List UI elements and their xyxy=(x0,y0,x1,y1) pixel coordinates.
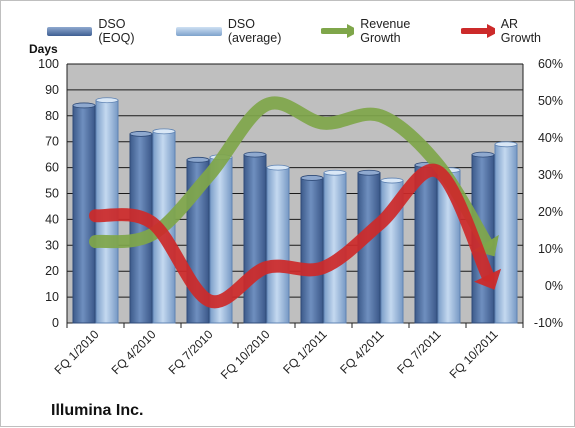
y-tick-label: 80 xyxy=(45,109,59,123)
bar-cap-dso-eoq xyxy=(471,151,495,158)
legend-label-revenue-growth: Revenue Growth xyxy=(360,17,411,45)
line-revenue-growth xyxy=(89,96,493,250)
bar-cap-dso-eoq xyxy=(72,102,96,109)
x-tick-label: FQ 10/2011 xyxy=(447,327,501,381)
y2-tick-label: 30% xyxy=(538,168,563,182)
legend-swatch-revenue-growth-icon xyxy=(320,24,355,38)
bar-cap-dso-eoq xyxy=(357,169,381,176)
legend-swatch-dso-eoq xyxy=(47,26,93,36)
y2-tick-label: -10% xyxy=(534,316,563,330)
bar-dso-eoq xyxy=(300,177,324,324)
y-tick-label: 50 xyxy=(45,187,59,201)
legend-label-ar-growth: AR Growth xyxy=(500,17,542,45)
x-tick-label: FQ 7/2010 xyxy=(166,327,216,377)
x-tick-label: FQ 4/2011 xyxy=(337,327,387,377)
bar-cap-dso-eoq xyxy=(129,131,153,137)
legend-item-ar-growth: AR Growth xyxy=(461,17,552,45)
y2-tick-label: 50% xyxy=(538,94,563,108)
y2-tick-label: 10% xyxy=(538,242,563,256)
legend-label-dso-eoq: DSO (EOQ) xyxy=(98,17,135,45)
bar-cap-dso-eoq xyxy=(186,156,210,163)
bar-dso-average xyxy=(494,143,518,324)
legend-swatch-ar-growth-icon xyxy=(461,24,495,38)
bar-cap-dso-average xyxy=(380,177,404,184)
y-tick-label: 10 xyxy=(45,290,59,304)
y-tick-label: 0 xyxy=(52,316,59,330)
y-tick-label: 100 xyxy=(38,57,59,71)
bar-cap-dso-average xyxy=(266,164,290,171)
x-tick-label: FQ 4/2010 xyxy=(109,327,159,377)
y-tick-label: 60 xyxy=(45,161,59,175)
y-axis-title: Days xyxy=(29,42,58,56)
y-tick-label: 40 xyxy=(45,212,59,226)
y-tick-label: 30 xyxy=(45,238,59,252)
bar-cap-dso-average xyxy=(152,128,176,135)
legend: DSO (EOQ) DSO (average) Revenue Growth A… xyxy=(47,17,574,45)
y-tick-label: 20 xyxy=(45,264,59,278)
y2-tick-label: 20% xyxy=(538,205,563,219)
bar-dso-average xyxy=(266,167,290,324)
bar-cap-dso-average xyxy=(494,141,518,148)
company-title: Illumina Inc. xyxy=(51,402,144,419)
legend-item-dso-average: DSO (average) xyxy=(176,17,298,45)
legend-item-revenue-growth: Revenue Growth xyxy=(320,17,440,45)
x-tick-label: FQ 10/2010 xyxy=(218,327,273,382)
y2-tick-label: 40% xyxy=(538,131,563,145)
bar-dso-eoq xyxy=(414,164,438,324)
y-tick-label: 90 xyxy=(45,83,59,97)
bar-cap-dso-average xyxy=(323,169,347,176)
x-tick-label: FQ 1/2010 xyxy=(52,327,102,377)
x-tick-label: FQ 1/2011 xyxy=(280,327,330,377)
legend-label-dso-average: DSO (average) xyxy=(227,17,282,45)
y2-tick-label: 0% xyxy=(545,279,563,293)
legend-item-dso-eoq: DSO (EOQ) xyxy=(47,17,154,45)
bar-cap-dso-average xyxy=(95,97,119,104)
line-ar-growth xyxy=(89,163,495,309)
bar-dso-eoq xyxy=(129,133,153,324)
bar-cap-dso-eoq xyxy=(300,175,324,181)
legend-swatch-dso-average xyxy=(176,26,222,36)
y-tick-label: 70 xyxy=(45,135,59,149)
x-tick-label: FQ 7/2011 xyxy=(394,327,444,377)
arrowhead-ar-growth xyxy=(474,268,502,290)
y2-tick-label: 60% xyxy=(538,57,563,71)
bar-dso-eoq xyxy=(243,154,267,324)
bar-cap-dso-eoq xyxy=(243,151,267,158)
